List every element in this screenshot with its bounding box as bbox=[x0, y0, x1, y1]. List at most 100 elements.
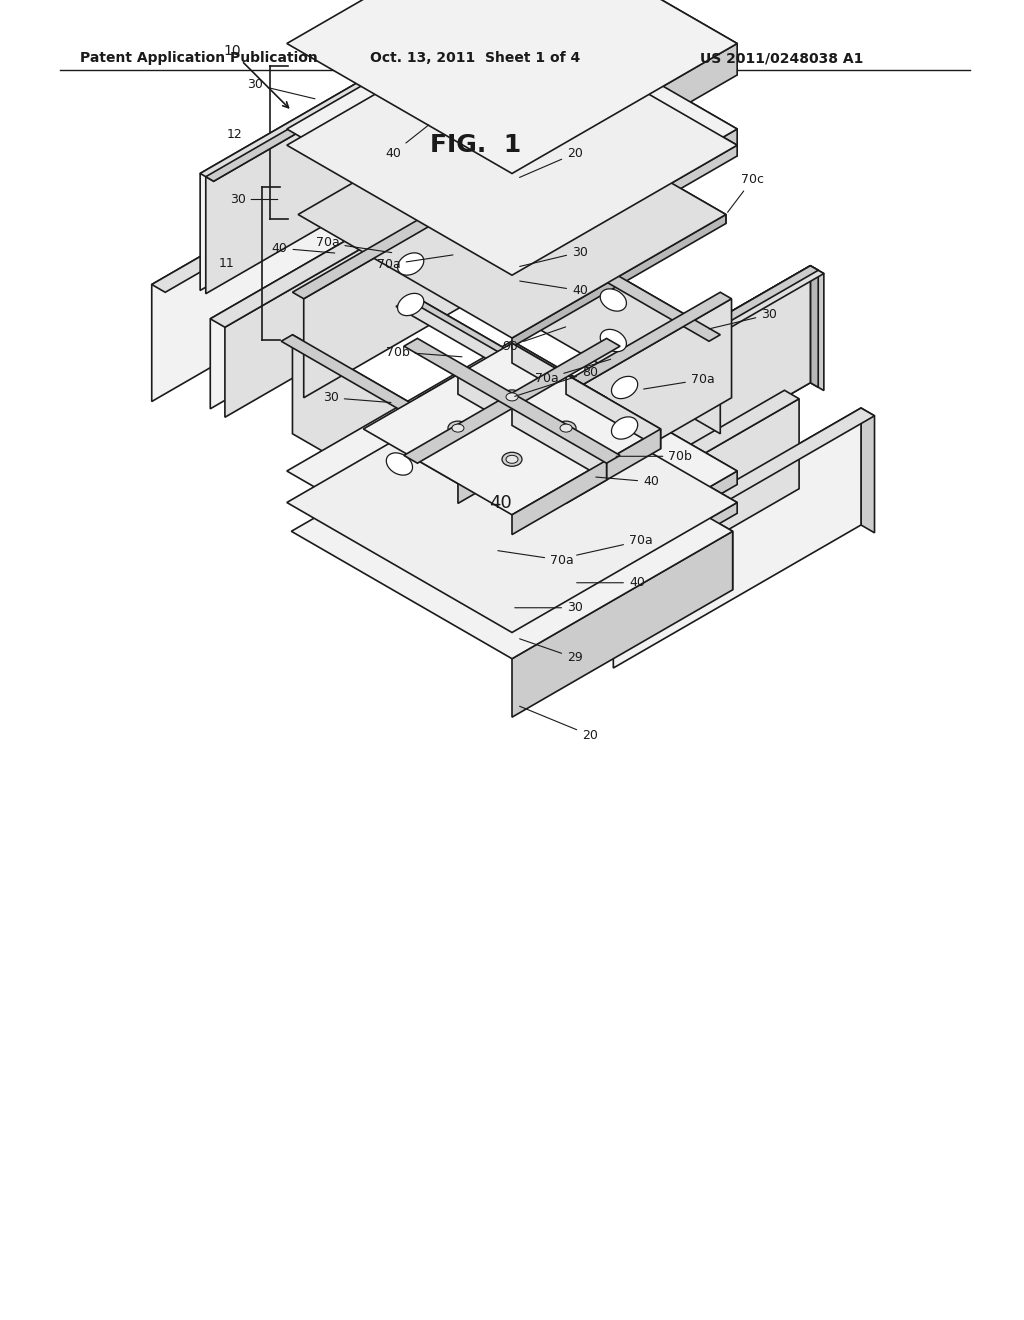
Text: 90: 90 bbox=[503, 327, 565, 352]
Polygon shape bbox=[418, 343, 606, 453]
Polygon shape bbox=[152, 141, 399, 401]
Polygon shape bbox=[287, 16, 737, 275]
Ellipse shape bbox=[506, 455, 518, 463]
Text: 70a: 70a bbox=[315, 236, 391, 252]
Polygon shape bbox=[512, 531, 732, 717]
Polygon shape bbox=[559, 391, 799, 529]
Polygon shape bbox=[471, 375, 660, 483]
Polygon shape bbox=[512, 145, 737, 286]
Polygon shape bbox=[512, 405, 606, 480]
Polygon shape bbox=[507, 211, 720, 434]
Polygon shape bbox=[293, 335, 507, 557]
Polygon shape bbox=[458, 375, 553, 449]
Text: 70a: 70a bbox=[498, 550, 573, 566]
Text: 70b: 70b bbox=[386, 346, 462, 359]
Ellipse shape bbox=[502, 389, 522, 404]
Text: 30: 30 bbox=[229, 193, 278, 206]
Polygon shape bbox=[287, 0, 737, 259]
Ellipse shape bbox=[386, 412, 413, 434]
Polygon shape bbox=[810, 265, 818, 387]
Text: Oct. 13, 2011  Sheet 1 of 4: Oct. 13, 2011 Sheet 1 of 4 bbox=[370, 51, 581, 65]
Polygon shape bbox=[573, 399, 799, 619]
Polygon shape bbox=[512, 404, 732, 590]
Polygon shape bbox=[206, 46, 431, 294]
Polygon shape bbox=[425, 44, 439, 168]
Ellipse shape bbox=[506, 393, 518, 401]
Text: 70c: 70c bbox=[728, 173, 764, 213]
Ellipse shape bbox=[397, 253, 424, 275]
Polygon shape bbox=[512, 91, 726, 223]
Polygon shape bbox=[566, 375, 660, 449]
Polygon shape bbox=[206, 46, 439, 181]
Polygon shape bbox=[225, 197, 451, 417]
Polygon shape bbox=[210, 189, 435, 409]
Ellipse shape bbox=[502, 453, 522, 466]
Text: 70b: 70b bbox=[616, 450, 692, 463]
Ellipse shape bbox=[386, 453, 413, 475]
Polygon shape bbox=[293, 169, 517, 298]
Polygon shape bbox=[512, 341, 737, 484]
Polygon shape bbox=[403, 338, 621, 463]
Polygon shape bbox=[292, 404, 732, 659]
Polygon shape bbox=[512, 44, 737, 205]
Text: 70a: 70a bbox=[377, 255, 453, 271]
Text: 40: 40 bbox=[520, 281, 588, 297]
Polygon shape bbox=[810, 265, 824, 391]
Polygon shape bbox=[298, 91, 726, 338]
Polygon shape bbox=[152, 141, 413, 292]
Polygon shape bbox=[287, 341, 737, 601]
Ellipse shape bbox=[447, 421, 468, 436]
Polygon shape bbox=[861, 408, 874, 533]
Text: FIG.  1: FIG. 1 bbox=[430, 133, 521, 157]
Polygon shape bbox=[585, 265, 810, 512]
Polygon shape bbox=[613, 408, 874, 558]
Polygon shape bbox=[585, 265, 818, 400]
Polygon shape bbox=[512, 397, 606, 473]
Polygon shape bbox=[512, 372, 737, 513]
Polygon shape bbox=[287, 372, 737, 632]
Polygon shape bbox=[512, 343, 606, 417]
Polygon shape bbox=[418, 405, 606, 515]
Text: 70a: 70a bbox=[643, 374, 715, 389]
Text: 30: 30 bbox=[515, 601, 583, 614]
Text: 40: 40 bbox=[385, 125, 429, 160]
Polygon shape bbox=[512, 129, 737, 275]
Polygon shape bbox=[585, 265, 810, 512]
Polygon shape bbox=[287, 0, 737, 173]
Text: Patent Application Publication: Patent Application Publication bbox=[80, 51, 317, 65]
Polygon shape bbox=[364, 375, 553, 483]
Polygon shape bbox=[512, 471, 737, 615]
Polygon shape bbox=[585, 265, 824, 404]
Polygon shape bbox=[403, 338, 621, 463]
Text: 29: 29 bbox=[519, 639, 583, 664]
Ellipse shape bbox=[560, 424, 572, 432]
Text: 30: 30 bbox=[709, 308, 777, 329]
Text: 30: 30 bbox=[520, 246, 588, 267]
Text: 10: 10 bbox=[223, 44, 289, 108]
Text: 70a: 70a bbox=[577, 535, 652, 556]
Polygon shape bbox=[512, 16, 737, 156]
Polygon shape bbox=[507, 292, 731, 422]
Polygon shape bbox=[200, 44, 425, 290]
Polygon shape bbox=[282, 335, 507, 465]
Ellipse shape bbox=[556, 421, 577, 436]
Text: 30: 30 bbox=[323, 391, 391, 404]
Text: 80: 80 bbox=[515, 366, 598, 396]
Text: 40: 40 bbox=[488, 494, 511, 511]
Polygon shape bbox=[200, 44, 439, 181]
Ellipse shape bbox=[600, 330, 627, 351]
Polygon shape bbox=[304, 176, 517, 397]
Text: 70a: 70a bbox=[535, 359, 610, 385]
Polygon shape bbox=[414, 296, 628, 426]
Polygon shape bbox=[496, 211, 720, 342]
Text: 40: 40 bbox=[271, 242, 335, 255]
Polygon shape bbox=[512, 461, 606, 535]
Text: 20: 20 bbox=[519, 147, 583, 177]
Polygon shape bbox=[458, 429, 553, 503]
Polygon shape bbox=[512, 0, 737, 75]
Text: US 2011/0248038 A1: US 2011/0248038 A1 bbox=[700, 51, 863, 65]
Polygon shape bbox=[399, 141, 413, 267]
Polygon shape bbox=[512, 214, 726, 347]
Polygon shape bbox=[396, 296, 628, 430]
Polygon shape bbox=[517, 298, 731, 521]
